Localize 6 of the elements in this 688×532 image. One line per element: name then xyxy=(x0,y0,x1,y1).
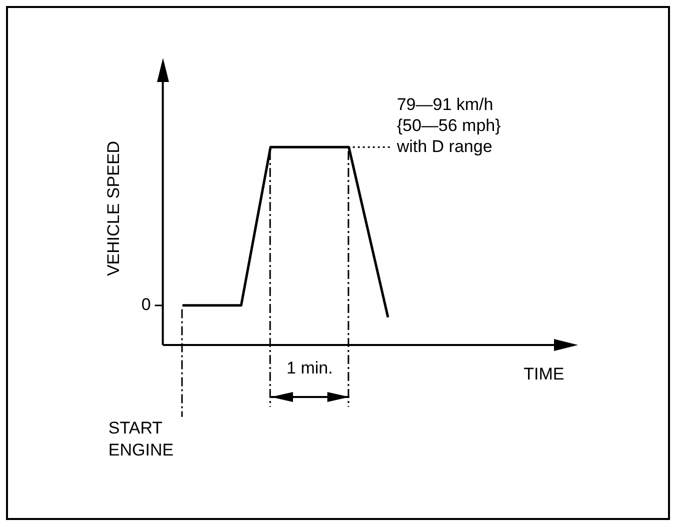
text: 79—91 km/h {50—56 mph} with D range xyxy=(396,94,502,156)
text: START ENGINE xyxy=(108,418,174,460)
text: TIME xyxy=(524,364,564,384)
text: 1 min. xyxy=(286,358,333,378)
text: 0 xyxy=(141,295,151,314)
y-axis-title: VEHICLE SPEED xyxy=(104,140,123,276)
